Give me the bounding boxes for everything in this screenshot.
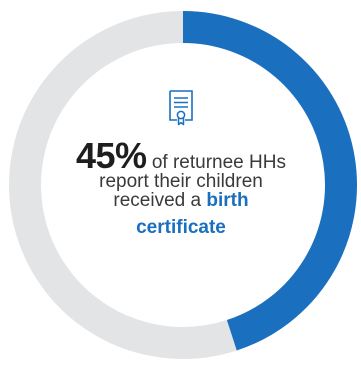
stat-text-2: report their children xyxy=(99,171,263,192)
stat-text-3: received a xyxy=(113,190,207,211)
certificate-document-icon xyxy=(169,90,193,126)
stat-caption: 45% of returnee HHs report their childre… xyxy=(58,138,304,238)
donut-slice-remainder xyxy=(9,11,237,359)
stat-highlight-1: birth xyxy=(206,190,249,211)
stat-value: 45% xyxy=(76,135,147,176)
stat-highlight-2: certificate xyxy=(136,217,226,238)
stat-text-1: of returnee HHs xyxy=(146,152,286,173)
donut-slice-highlight xyxy=(182,11,357,351)
